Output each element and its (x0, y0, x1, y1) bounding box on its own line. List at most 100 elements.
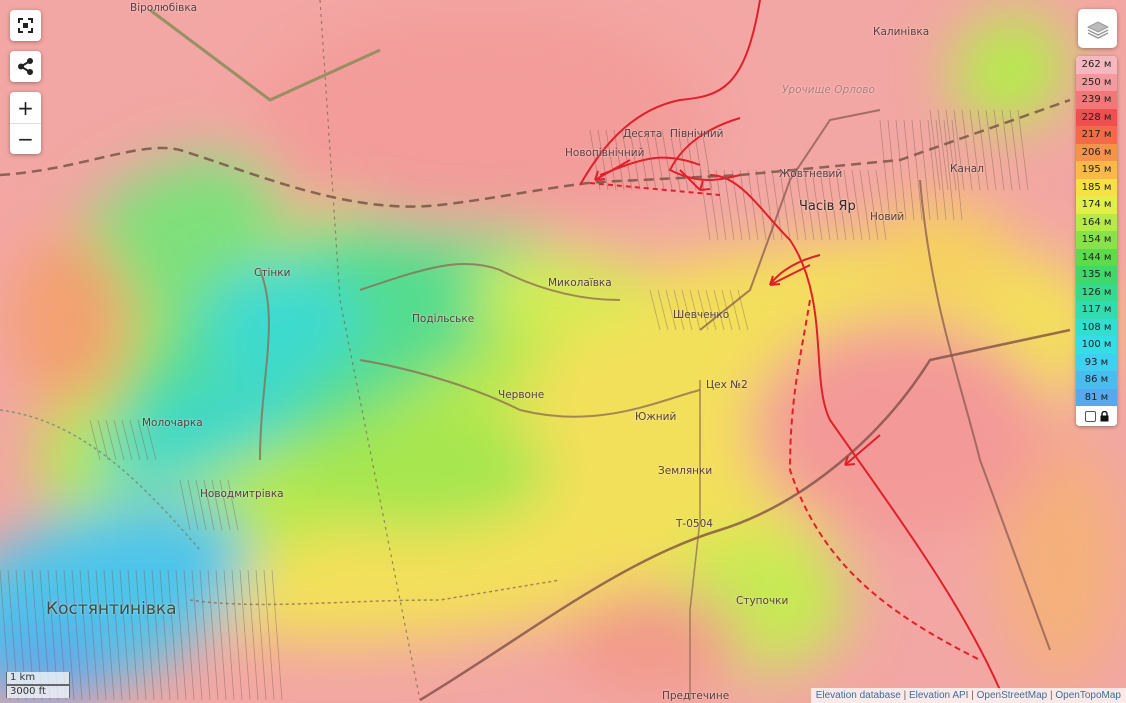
front-line (788, 299, 981, 661)
legend-item: 228 м (1076, 108, 1117, 126)
street (705, 289, 717, 331)
street (895, 119, 907, 221)
zoom-control: + − (10, 92, 41, 154)
terrain-area (10, 235, 130, 405)
layers-button[interactable] (1078, 9, 1117, 48)
street (977, 109, 989, 191)
street (145, 419, 157, 461)
street (175, 569, 187, 701)
street (787, 169, 799, 241)
street (649, 289, 661, 331)
terrain-area (470, 250, 650, 330)
street (179, 479, 191, 531)
terrain-area (750, 320, 1050, 540)
street (903, 119, 915, 221)
zoom-in-button[interactable]: + (10, 92, 41, 123)
road (189, 579, 561, 606)
attribution-link[interactable]: Elevation API (908, 690, 969, 701)
legend-item: 185 м (1076, 178, 1117, 196)
road (699, 109, 881, 331)
street (195, 479, 207, 531)
street (681, 289, 693, 331)
attribution-link[interactable]: OpenStreetMap (976, 690, 1048, 701)
street (255, 569, 267, 701)
street (685, 129, 697, 191)
arrow (769, 264, 811, 286)
street (879, 119, 891, 221)
legend-item: 164 м (1076, 213, 1117, 231)
street (629, 129, 641, 191)
legend-item: 126 м (1076, 283, 1117, 301)
street (723, 169, 735, 241)
terrain-area (560, 590, 740, 690)
street (721, 289, 733, 331)
street (859, 169, 871, 241)
attribution: Elevation database | Elevation API | Ope… (810, 688, 1126, 703)
street (803, 169, 815, 241)
street (271, 569, 283, 701)
attribution-link[interactable]: Elevation database (815, 690, 901, 701)
terrain-area (290, 410, 550, 530)
legend-item: 93 м (1076, 353, 1117, 371)
front-line (668, 117, 741, 181)
street (219, 479, 231, 531)
street (673, 289, 685, 331)
street (943, 119, 955, 221)
share-icon[interactable] (10, 51, 41, 82)
street (755, 169, 767, 241)
street (71, 569, 83, 701)
street (87, 569, 99, 701)
street (119, 569, 131, 701)
street (621, 129, 633, 191)
street (951, 119, 963, 221)
street (763, 169, 775, 241)
street (993, 109, 1005, 191)
street (183, 569, 195, 701)
scale-metric: 1 km (6, 672, 70, 685)
street (827, 169, 839, 241)
street (819, 169, 831, 241)
street (929, 109, 941, 191)
street (1017, 109, 1029, 191)
attribution-link[interactable]: OpenTopoMap (1055, 690, 1121, 701)
legend-item: 117 м (1076, 301, 1117, 319)
legend-item: 86 м (1076, 371, 1117, 389)
road (0, 98, 1071, 208)
street (239, 569, 251, 701)
street (657, 289, 669, 331)
legend-item: 195 м (1076, 161, 1117, 179)
street (645, 129, 657, 191)
zoom-out-button[interactable]: − (10, 123, 41, 154)
road (419, 328, 1071, 702)
street (203, 479, 215, 531)
scale-imperial: 3000 ft (6, 685, 70, 698)
legend-item: 239 м (1076, 91, 1117, 109)
street (129, 419, 141, 461)
fullscreen-button[interactable] (10, 10, 41, 41)
street (199, 569, 211, 701)
street (97, 419, 109, 461)
street (89, 419, 101, 461)
legend-checkbox[interactable] (1084, 410, 1096, 422)
lock-icon[interactable] (1100, 410, 1109, 422)
street (699, 169, 711, 241)
street (927, 119, 939, 221)
street (187, 479, 199, 531)
street (911, 119, 923, 221)
street (953, 109, 965, 191)
fullscreen-icon[interactable] (10, 10, 41, 41)
terrain-area (95, 373, 305, 487)
street (713, 289, 725, 331)
street (843, 169, 855, 241)
street (127, 569, 139, 701)
road (359, 262, 621, 301)
street (597, 129, 609, 191)
street (159, 569, 171, 701)
terrain-area (870, 200, 1010, 300)
street (795, 169, 807, 241)
share-button[interactable] (10, 51, 41, 82)
street (605, 129, 617, 191)
street (811, 169, 823, 241)
legend-item: 81 м (1076, 388, 1117, 406)
